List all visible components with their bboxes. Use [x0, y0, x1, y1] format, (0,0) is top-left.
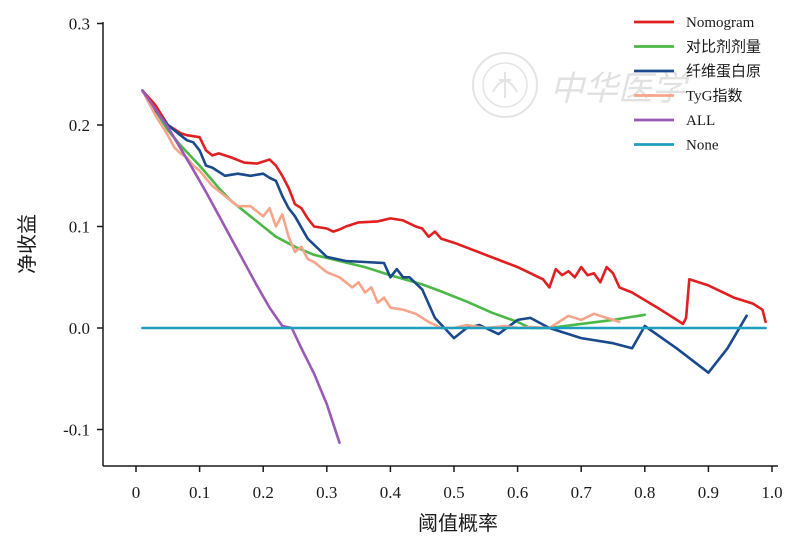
plot-area: 0 0.1 0.2 0.3 0.4 0.5 0.6 0.7 0.8 0.9 1.0 -0.1 0.0 0…: [63, 15, 783, 503]
x-tick-label: 0.9: [698, 483, 719, 502]
x-tick-label: 1.0: [761, 483, 782, 502]
x-tick-label: 0.6: [507, 483, 528, 502]
series-line-2: [141, 89, 748, 375]
x-tick-label: 0: [132, 483, 141, 502]
watermark-seal-inner: [482, 62, 528, 108]
watermark-seal-emblem: [492, 72, 518, 98]
y-tick-label: 0.2: [69, 116, 90, 135]
x-tick-label: 0.1: [189, 483, 210, 502]
series-line-4: [141, 89, 341, 445]
watermark-text: 中华医学: [550, 69, 690, 109]
x-tick-label: 0.2: [253, 483, 274, 502]
legend-label-3: TyG指数: [686, 88, 742, 105]
legend-label-4: ALL: [686, 113, 715, 129]
y-tick-label: 0.0: [69, 319, 90, 338]
y-axis-title: 净收益: [15, 214, 39, 274]
y-axis-ticks: -0.1 0.0 0.1 0.2 0.3: [63, 15, 103, 440]
watermark-seal-outer: [472, 52, 538, 118]
series-line-0: [141, 89, 767, 326]
watermark: 中华医学: [472, 52, 690, 118]
x-tick-label: 0.4: [380, 483, 402, 502]
legend-label-1: 对比剂剂量: [686, 39, 761, 56]
series-layer: [141, 89, 767, 445]
series-line-1: [141, 89, 647, 330]
x-axis-title: 阈值概率: [418, 511, 498, 535]
y-tick-label: -0.1: [63, 421, 90, 440]
series-line-3: [141, 89, 621, 330]
y-tick-label: 0.3: [69, 15, 90, 34]
legend-label-0: Nomogram: [686, 15, 755, 31]
y-tick-label: 0.1: [69, 218, 90, 237]
x-axis-ticks: 0 0.1 0.2 0.3 0.4 0.5 0.6 0.7 0.8 0.9 1.0: [132, 466, 783, 502]
legend-label-2: 纤维蛋白原: [686, 63, 761, 80]
legend-label-5: None: [686, 138, 719, 154]
x-tick-label: 0.8: [634, 483, 655, 502]
x-tick-label: 0.3: [316, 483, 337, 502]
x-tick-label: 0.5: [443, 483, 464, 502]
x-tick-label: 0.7: [571, 483, 593, 502]
